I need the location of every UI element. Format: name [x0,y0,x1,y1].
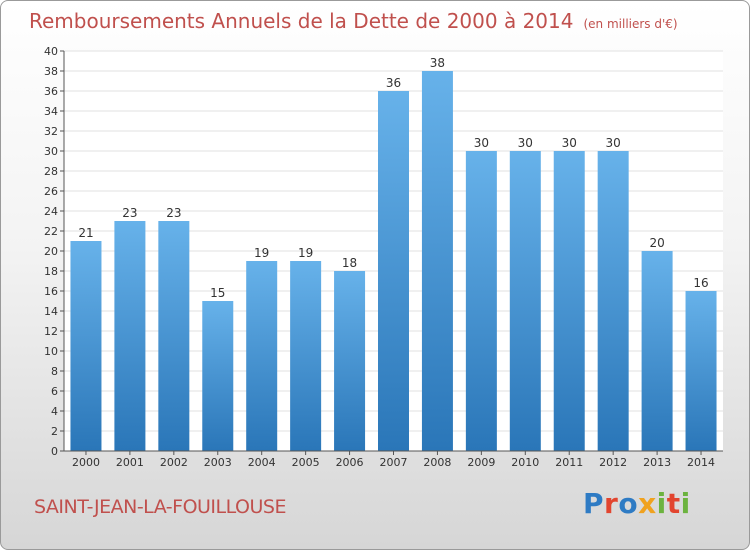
x-tick-label: 2008 [423,456,451,469]
bar-2006 [334,271,366,451]
bar-2013 [641,251,673,451]
bar-value-label: 23 [166,206,181,220]
bar-value-label: 23 [122,206,137,220]
bar-2007 [378,91,409,451]
logo-letter: P [583,487,605,520]
y-tick-label: 22 [44,225,58,238]
y-tick-label: 6 [51,385,58,398]
bar-value-label: 15 [210,286,225,300]
y-tick-label: 20 [44,245,58,258]
y-tick-label: 2 [51,425,58,438]
y-tick-label: 4 [51,405,58,418]
y-tick-label: 28 [44,165,58,178]
bar-value-label: 36 [386,76,401,90]
bar-value-label: 20 [649,236,664,250]
bar-value-label: 16 [693,276,708,290]
y-tick-label: 36 [44,85,58,98]
bar-2005 [290,261,322,451]
x-tick-label: 2000 [72,456,100,469]
chart-title: Remboursements Annuels de la Dette de 20… [29,9,678,33]
x-tick-label: 2006 [336,456,364,469]
proxiti-logo: Proxiti [583,487,691,520]
bar-2002 [158,221,190,451]
y-tick-label: 10 [44,345,58,358]
chart-title-text: Remboursements Annuels de la Dette de 20… [29,9,574,33]
x-tick-label: 2014 [687,456,715,469]
y-tick-label: 38 [44,65,58,78]
y-tick-label: 12 [44,325,58,338]
x-tick-label: 2011 [555,456,583,469]
bar-2009 [465,151,497,451]
bar-value-label: 21 [78,226,93,240]
bar-value-label: 19 [298,246,313,260]
y-tick-label: 18 [44,265,58,278]
logo-letter: r [604,487,619,520]
x-tick-label: 2012 [599,456,627,469]
x-tick-label: 2004 [248,456,276,469]
chart-unit: (en milliers d'€) [583,17,678,31]
x-tick-label: 2001 [116,456,144,469]
y-tick-label: 30 [44,145,58,158]
y-tick-label: 26 [44,185,58,198]
bar-2010 [509,151,541,451]
location-name: SAINT-JEAN-LA-FOUILLOUSE [34,496,286,518]
logo-letter: i [656,487,667,520]
logo-letter: i [680,487,691,520]
x-tick-label: 2003 [204,456,232,469]
bar-2008 [421,71,453,451]
y-tick-label: 32 [44,125,58,138]
y-tick-label: 40 [44,45,58,58]
x-tick-label: 2009 [467,456,495,469]
y-tick-label: 34 [44,105,58,118]
bar-value-label: 38 [430,56,445,70]
y-tick-label: 16 [44,285,58,298]
bar-value-label: 18 [342,256,357,270]
x-tick-label: 2005 [292,456,320,469]
bar-2014 [685,291,717,451]
bar-value-label: 30 [474,136,489,150]
x-tick-label: 2013 [643,456,671,469]
bar-2000 [70,241,102,451]
bar-value-label: 30 [562,136,577,150]
x-tick-label: 2002 [160,456,188,469]
x-tick-label: 2007 [380,456,408,469]
y-tick-label: 24 [44,205,58,218]
bar-value-label: 30 [606,136,621,150]
bar-2012 [597,151,629,451]
y-tick-label: 0 [51,445,58,458]
x-tick-label: 2010 [511,456,539,469]
bar-2003 [202,301,234,451]
bar-2004 [246,261,278,451]
y-tick-label: 8 [51,365,58,378]
bar-2001 [114,221,146,451]
y-tick-label: 14 [44,305,58,318]
bar-2011 [553,151,585,451]
logo-letter: t [666,487,681,520]
bar-value-label: 19 [254,246,269,260]
bar-value-label: 30 [518,136,533,150]
logo-letter: o [618,487,639,520]
logo-letter: x [638,487,657,520]
